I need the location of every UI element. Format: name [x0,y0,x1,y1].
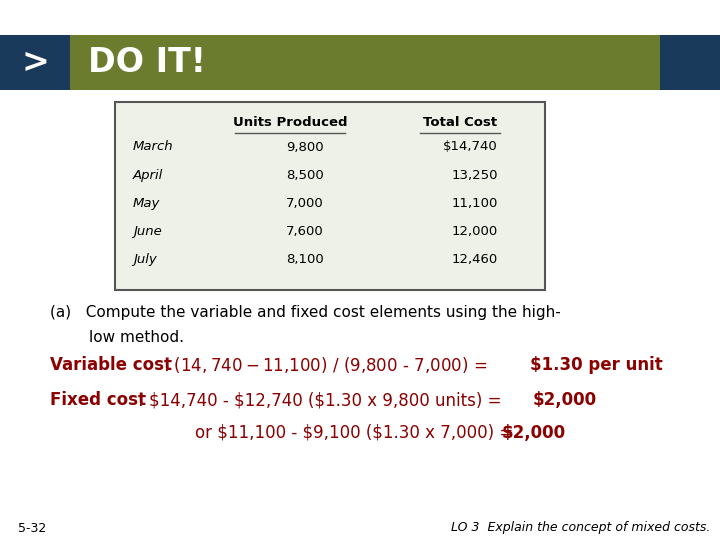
Text: 5-32: 5-32 [18,522,46,535]
Text: Total Cost: Total Cost [423,116,497,129]
Text: low method.: low method. [50,330,184,345]
Text: DO IT!: DO IT! [88,46,206,79]
Text: Units Produced: Units Produced [233,116,347,129]
Text: >: > [21,46,49,79]
Text: Variable cost: Variable cost [50,356,172,374]
Text: 11,100: 11,100 [451,197,498,210]
Text: April: April [133,168,163,181]
Text: May: May [133,197,161,210]
Bar [0,35,70,90]
Text: 9,800: 9,800 [286,140,324,153]
Text: June: June [133,225,162,238]
Text: $2,000: $2,000 [502,424,566,442]
Text: (a)   Compute the variable and fixed cost elements using the high-: (a) Compute the variable and fixed cost … [50,305,561,320]
Text: $2,000: $2,000 [533,391,597,409]
Text: 13,250: 13,250 [451,168,498,181]
Text: LO 3  Explain the concept of mixed costs.: LO 3 Explain the concept of mixed costs. [451,522,710,535]
Text: 7,600: 7,600 [286,225,324,238]
Text: 8,100: 8,100 [286,253,324,266]
Bar [70,35,660,90]
Text: $1.30 per unit: $1.30 per unit [530,356,662,374]
Text: 8,500: 8,500 [286,168,324,181]
Text: 7,000: 7,000 [286,197,324,210]
Text: $14,740: $14,740 [444,140,498,153]
Bar [115,102,545,290]
Text: July: July [133,253,157,266]
Text: or $11,100 - $9,100 ($1.30 x 7,000) =: or $11,100 - $9,100 ($1.30 x 7,000) = [195,424,518,442]
Text: : $14,740 - $12,740 ($1.30 x 9,800 units) =: : $14,740 - $12,740 ($1.30 x 9,800 units… [138,391,507,409]
Text: : ($14,740 - $11,100) / (9,800 - 7,000) =: : ($14,740 - $11,100) / (9,800 - 7,000) … [163,355,489,375]
Text: 12,000: 12,000 [451,225,498,238]
Bar [660,35,720,90]
Text: March: March [133,140,174,153]
Text: Fixed cost: Fixed cost [50,391,146,409]
Text: 12,460: 12,460 [451,253,498,266]
